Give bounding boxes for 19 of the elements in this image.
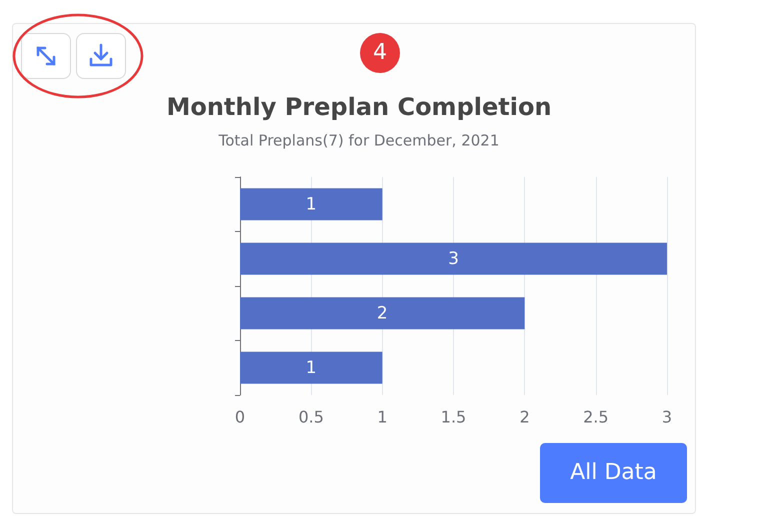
text: All Data: [540, 443, 687, 503]
x-tick-label: 1.5: [440, 408, 466, 426]
chart-subtitle: Total Preplans(7) for December, 2021: [218, 132, 500, 150]
x-tick-label: 0.5: [298, 408, 324, 426]
x-tick-label: 0: [234, 408, 246, 426]
x-tick-label: 2.5: [583, 408, 609, 426]
bar: [240, 242, 667, 275]
x-tick-label: 1: [377, 408, 388, 426]
bar: [240, 188, 382, 220]
x-tick-label: 3: [662, 408, 672, 426]
data-label: 1: [306, 358, 317, 378]
text: 4: [360, 33, 400, 73]
data-label: 1: [306, 194, 317, 214]
bar: [240, 297, 525, 330]
x-tick-label: 2: [520, 408, 530, 426]
data-label: 2: [376, 303, 388, 324]
chart-title: Monthly Preplan Completion: [166, 93, 552, 121]
bar: [240, 352, 382, 384]
data-label: 3: [448, 248, 459, 269]
